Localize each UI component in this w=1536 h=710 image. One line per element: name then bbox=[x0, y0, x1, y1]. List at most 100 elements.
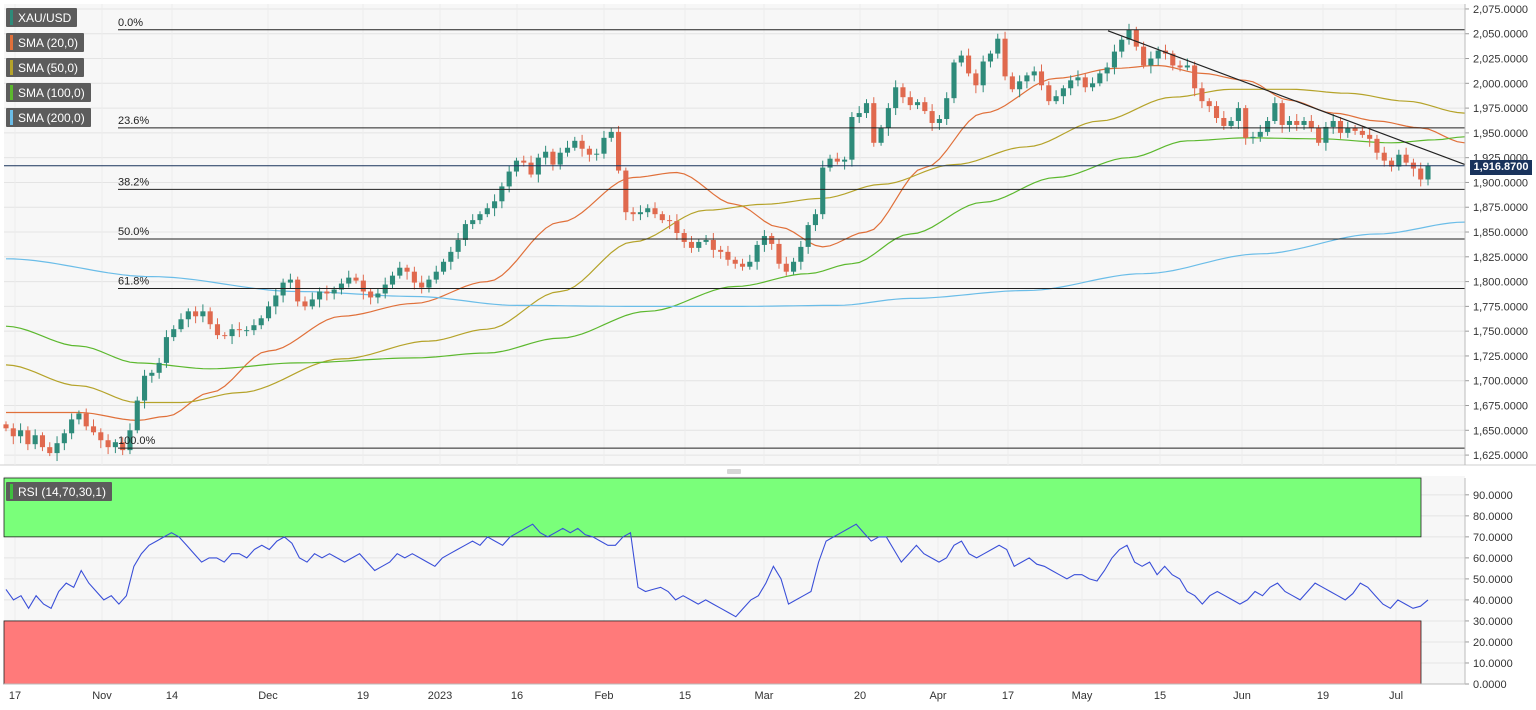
candle-body bbox=[652, 208, 658, 215]
candle-body bbox=[1075, 77, 1081, 81]
fibonacci-retracement[interactable]: 0.0% 23.6% 38.2% 50.0% 61.8% 100.0% bbox=[4, 17, 1465, 449]
candle-body bbox=[98, 432, 104, 441]
candle-body bbox=[1038, 71, 1045, 86]
price-axis[interactable]: 1,625.0000 1,650.0000 1,675.0000 1,700.0000… bbox=[1464, 4, 1528, 465]
candle-body bbox=[163, 337, 169, 363]
candle-body bbox=[484, 208, 490, 215]
candle-body bbox=[885, 108, 891, 128]
candle-body bbox=[360, 280, 366, 292]
candle-body bbox=[419, 282, 425, 288]
candle-body bbox=[1104, 67, 1110, 74]
symbol-legend[interactable]: XAU/USD bbox=[6, 8, 78, 27]
candle-body bbox=[893, 87, 899, 109]
candle-body bbox=[1177, 65, 1183, 68]
candle-body bbox=[842, 159, 848, 162]
candle-body bbox=[47, 447, 53, 454]
rsi-tick-label: 50.0000 bbox=[1473, 574, 1513, 586]
time-tick-label: 2023 bbox=[428, 690, 452, 702]
downtrend-line bbox=[1107, 30, 1466, 166]
candle-body bbox=[1294, 120, 1300, 125]
candle-body bbox=[39, 435, 46, 448]
candle-body bbox=[251, 325, 257, 331]
time-tick-label: Feb bbox=[595, 690, 614, 702]
candle-body bbox=[83, 413, 89, 427]
price-tick-label: 1,675.0000 bbox=[1473, 401, 1528, 413]
pane-splitter-handle[interactable] bbox=[727, 469, 741, 474]
candle-body bbox=[411, 271, 417, 283]
candle-body bbox=[1330, 120, 1336, 127]
candle-body bbox=[171, 329, 177, 338]
candle-body bbox=[134, 400, 140, 431]
legend-sma200[interactable]: SMA (200,0) bbox=[6, 108, 91, 127]
sma-line-0 bbox=[6, 64, 1465, 422]
candle-body bbox=[506, 171, 512, 187]
price-tick-label: 1,900.0000 bbox=[1473, 177, 1528, 189]
candle-body bbox=[608, 131, 614, 138]
candle-body bbox=[747, 261, 753, 267]
candle-body bbox=[572, 140, 578, 148]
candle-body bbox=[1111, 51, 1117, 68]
legend-sma20[interactable]: SMA (20,0) bbox=[6, 33, 85, 52]
candle-body bbox=[265, 306, 272, 319]
candle-body bbox=[1133, 29, 1139, 47]
time-tick-label: 15 bbox=[1154, 690, 1166, 702]
sma50-swatch bbox=[10, 60, 13, 75]
candle-body bbox=[688, 241, 695, 248]
candle-body bbox=[1301, 120, 1307, 125]
candle-body bbox=[229, 329, 235, 337]
candle-body bbox=[922, 102, 928, 112]
sma50-label: SMA (50,0) bbox=[18, 60, 79, 75]
candle-body bbox=[1308, 120, 1314, 128]
candle-body bbox=[1323, 126, 1329, 143]
candle-body bbox=[375, 293, 381, 298]
candle-body bbox=[543, 151, 549, 158]
candle-body bbox=[1425, 165, 1431, 180]
candle-body bbox=[900, 87, 906, 98]
candle-body bbox=[1345, 127, 1351, 133]
candle-body bbox=[185, 311, 191, 320]
candle-body bbox=[1418, 168, 1424, 180]
sma20-swatch bbox=[10, 35, 13, 50]
candle-body bbox=[1272, 103, 1278, 121]
candle-body bbox=[645, 208, 651, 213]
rsi-oversold-zone bbox=[3, 620, 1422, 685]
candle-body bbox=[1024, 75, 1030, 82]
candle-body bbox=[76, 413, 82, 420]
candle-body bbox=[1388, 160, 1395, 167]
time-axis[interactable]: 17 Nov 14 Dec 19 2023 16 Feb 15 Mar 20 Apr 17 May 15 Ju… bbox=[4, 683, 1465, 702]
candle-body bbox=[462, 224, 468, 240]
legend-rsi[interactable]: RSI (14,70,30,1) bbox=[6, 482, 113, 501]
candle-body bbox=[324, 291, 330, 294]
rsi-tick-label: 60.0000 bbox=[1473, 553, 1513, 565]
candle-body bbox=[616, 131, 622, 171]
rsi-tick-label: 90.0000 bbox=[1473, 490, 1513, 502]
candle-body bbox=[1337, 120, 1344, 133]
candle-body bbox=[805, 225, 811, 247]
candle-body bbox=[440, 261, 447, 272]
candle-body bbox=[368, 291, 374, 298]
candle-body bbox=[273, 295, 279, 307]
legend-sma50[interactable]: SMA (50,0) bbox=[6, 58, 85, 77]
rsi-axis[interactable]: 0.0000 10.0000 20.0000 30.0000 40.0000 50.000… bbox=[1464, 478, 1513, 691]
candle-body bbox=[1155, 50, 1161, 59]
trendline[interactable] bbox=[1107, 30, 1466, 166]
candle-body bbox=[769, 235, 775, 244]
candle-body bbox=[1184, 65, 1190, 68]
candle-body bbox=[579, 140, 585, 149]
candle-body bbox=[338, 283, 344, 290]
candle-body bbox=[791, 261, 797, 272]
rsi-swatch bbox=[10, 484, 13, 499]
candle-body bbox=[404, 267, 410, 272]
candle-body bbox=[127, 430, 133, 451]
candle-body bbox=[1403, 154, 1409, 163]
candle-body bbox=[1031, 71, 1037, 76]
legend-sma100[interactable]: SMA (100,0) bbox=[6, 83, 91, 102]
candle-body bbox=[455, 239, 461, 252]
candle-body bbox=[564, 147, 571, 153]
rsi-tick-label: 70.0000 bbox=[1473, 532, 1513, 544]
candle-body bbox=[309, 299, 315, 307]
price-tick-label: 1,825.0000 bbox=[1473, 252, 1528, 264]
candle-body bbox=[156, 362, 162, 373]
candle-body bbox=[244, 330, 250, 332]
